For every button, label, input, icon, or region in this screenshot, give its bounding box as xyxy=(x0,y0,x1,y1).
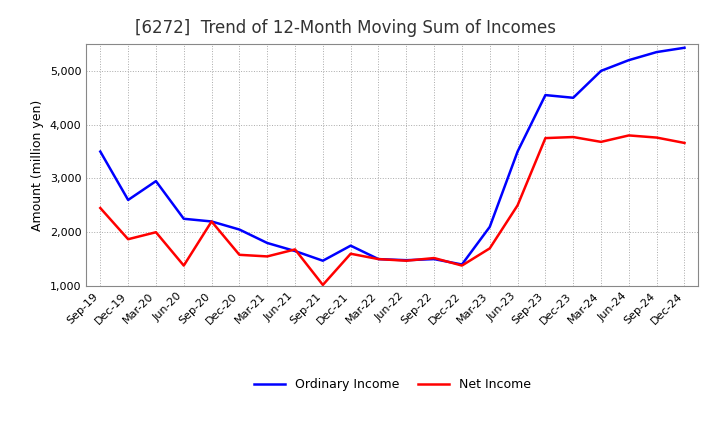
Net Income xyxy=(235,252,243,257)
Ordinary Income xyxy=(569,95,577,100)
Line: Ordinary Income: Ordinary Income xyxy=(100,48,685,264)
Ordinary Income xyxy=(263,240,271,246)
Net Income xyxy=(152,230,161,235)
Ordinary Income xyxy=(346,243,355,248)
Ordinary Income xyxy=(235,227,243,232)
Net Income xyxy=(207,219,216,224)
Net Income xyxy=(346,251,355,257)
Legend: Ordinary Income, Net Income: Ordinary Income, Net Income xyxy=(248,373,536,396)
Ordinary Income xyxy=(152,179,161,184)
Ordinary Income xyxy=(597,68,606,73)
Net Income xyxy=(485,246,494,251)
Ordinary Income xyxy=(207,219,216,224)
Net Income xyxy=(263,254,271,259)
Ordinary Income xyxy=(318,258,327,264)
Ordinary Income xyxy=(124,197,132,202)
Ordinary Income xyxy=(96,149,104,154)
Net Income xyxy=(624,133,633,138)
Ordinary Income xyxy=(430,257,438,262)
Net Income xyxy=(96,205,104,211)
Net Income xyxy=(291,247,300,252)
Net Income xyxy=(124,237,132,242)
Net Income xyxy=(430,255,438,260)
Ordinary Income xyxy=(624,58,633,63)
Net Income xyxy=(374,257,383,262)
Line: Net Income: Net Income xyxy=(100,136,685,285)
Ordinary Income xyxy=(402,257,410,263)
Net Income xyxy=(680,140,689,146)
Net Income xyxy=(402,258,410,264)
Net Income xyxy=(318,282,327,288)
Ordinary Income xyxy=(179,216,188,221)
Text: [6272]  Trend of 12-Month Moving Sum of Incomes: [6272] Trend of 12-Month Moving Sum of I… xyxy=(135,19,557,37)
Ordinary Income xyxy=(458,262,467,267)
Net Income xyxy=(652,135,661,140)
Net Income xyxy=(458,263,467,268)
Ordinary Income xyxy=(485,224,494,230)
Ordinary Income xyxy=(652,49,661,55)
Ordinary Income xyxy=(680,45,689,51)
Ordinary Income xyxy=(541,92,550,98)
Ordinary Income xyxy=(374,257,383,262)
Net Income xyxy=(597,139,606,144)
Net Income xyxy=(569,134,577,139)
Ordinary Income xyxy=(291,249,300,254)
Net Income xyxy=(541,136,550,141)
Ordinary Income xyxy=(513,149,522,154)
Net Income xyxy=(513,203,522,208)
Y-axis label: Amount (million yen): Amount (million yen) xyxy=(32,99,45,231)
Net Income xyxy=(179,263,188,268)
